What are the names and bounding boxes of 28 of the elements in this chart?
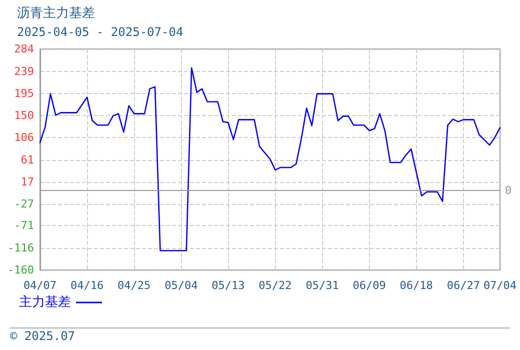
text: © 2025.07: [10, 329, 76, 343]
y-tick-label: -160: [8, 264, 34, 276]
x-tick-label: 07/04: [483, 279, 517, 292]
chart-title: 沥青主力基差: [17, 5, 95, 21]
x-tick-label: 05/31: [306, 279, 339, 292]
x-tick-label: 04/16: [70, 279, 104, 292]
x-tick-label: 06/09: [352, 279, 386, 292]
y-tick-label: 239: [14, 64, 34, 78]
y-tick-label: 195: [14, 86, 34, 100]
y-tick-label: 17: [20, 175, 34, 188]
y-tick-label: 150: [14, 109, 34, 122]
ref-line-label: 0: [505, 184, 512, 197]
x-tick-label: 04/07: [23, 279, 57, 292]
y-tick-label: -71: [14, 219, 34, 232]
line-series: [39, 67, 501, 252]
x-tick-label: 06/18: [400, 279, 433, 292]
x-tick-label: 04/25: [118, 279, 151, 292]
y-tick-label: -116: [8, 242, 34, 255]
y-tick-label: 106: [14, 131, 34, 144]
x-tick-label: 05/13: [212, 279, 245, 292]
y-tick-label: 284: [14, 42, 34, 56]
legend-label: 主力基差: [19, 294, 71, 310]
y-tick-label: -27: [14, 197, 34, 210]
x-tick-label: 06/27: [446, 279, 480, 292]
x-tick-label: 05/22: [258, 279, 292, 292]
x-tick-label: 05/04: [164, 279, 198, 292]
y-tick-label: 61: [20, 154, 34, 166]
chart-subtitle: 2025-04-05 - 2025-07-04: [17, 25, 184, 39]
